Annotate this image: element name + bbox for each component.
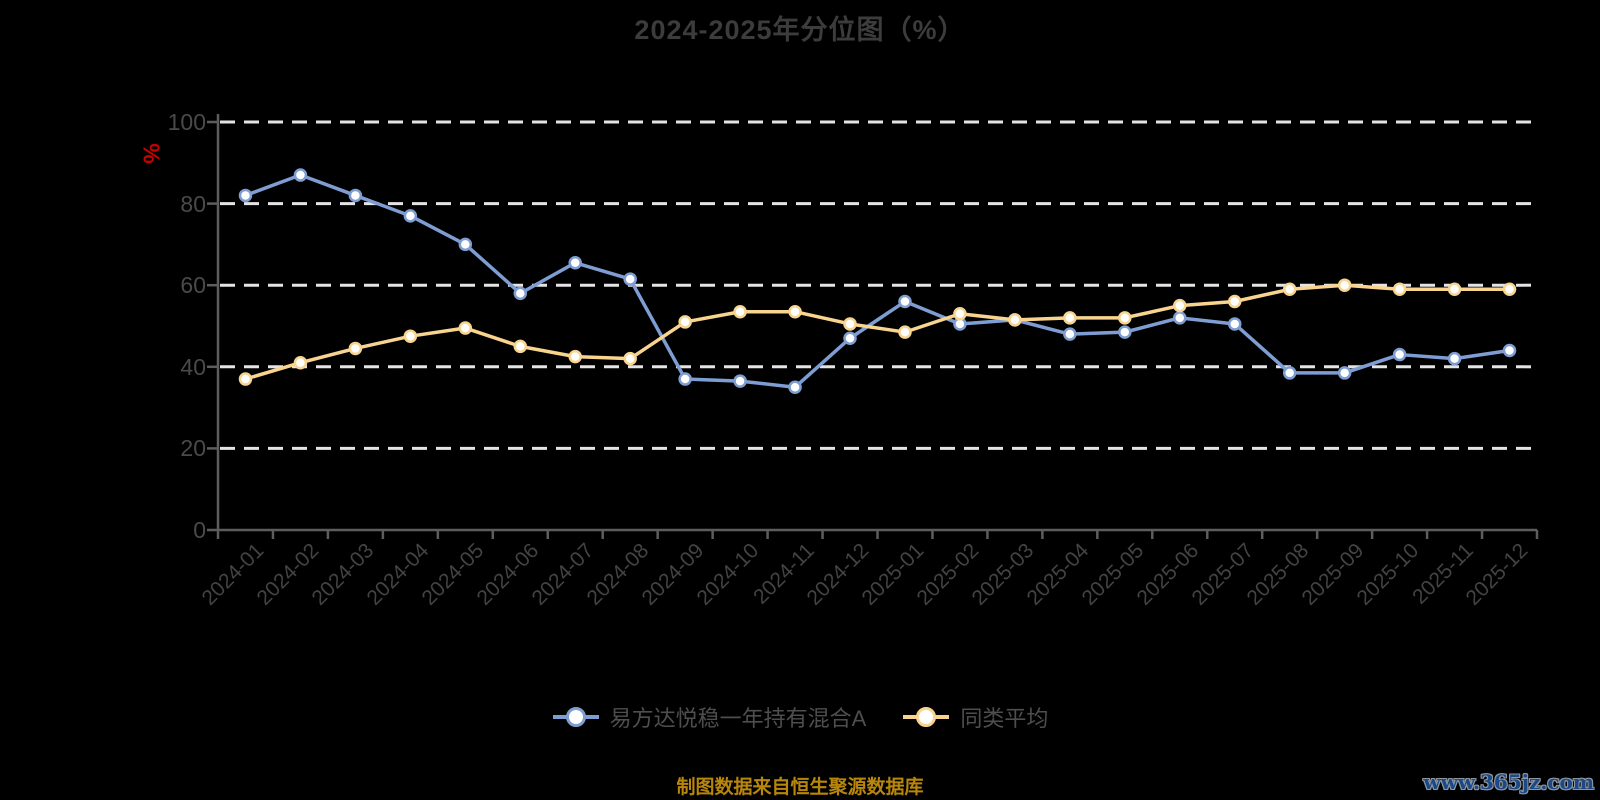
data-point (1008, 313, 1022, 327)
data-point (348, 341, 363, 356)
legend-item-fund[interactable]: 易方达悦稳一年持有混合A (552, 701, 867, 733)
data-point (1282, 366, 1297, 380)
y-axis-tick-label: 40 (180, 353, 206, 380)
data-point (1447, 351, 1462, 366)
data-point (1392, 282, 1407, 297)
data-point (1282, 282, 1297, 297)
data-point (843, 331, 857, 345)
data-point (458, 237, 473, 252)
data-point (1063, 311, 1077, 325)
data-point (623, 351, 637, 366)
data-point (403, 209, 418, 223)
data-point (788, 380, 802, 394)
legend-label-fund: 易方达悦稳一年持有混合A (609, 706, 867, 731)
data-point (1447, 282, 1462, 297)
data-point (733, 374, 747, 388)
data-point (1118, 325, 1132, 339)
y-axis-tick-label: 80 (180, 190, 206, 217)
data-point (568, 349, 582, 364)
data-point (1392, 347, 1407, 362)
data-source-note: 制图数据来自恒生聚源数据库 (676, 777, 924, 798)
data-point (678, 372, 692, 386)
y-axis-tick-label: 0 (193, 517, 206, 543)
data-point (1227, 317, 1242, 331)
legend: 易方达悦稳一年持有混合A 同类平均 (0, 701, 1600, 733)
data-point (1118, 311, 1132, 325)
data-point (733, 304, 747, 319)
data-point (568, 256, 582, 270)
data-point (1227, 294, 1242, 309)
data-point (1173, 298, 1187, 313)
data-point (898, 325, 912, 339)
data-point (238, 188, 253, 203)
y-axis-tick-label: 60 (180, 272, 206, 299)
data-point (1502, 282, 1517, 297)
data-point (513, 339, 528, 354)
data-point (788, 304, 802, 319)
data-point (898, 294, 912, 309)
data-point (513, 286, 528, 301)
legend-item-category-average[interactable]: 同类平均 (902, 701, 1048, 733)
y-axis-tick-label: 20 (180, 435, 206, 462)
line-series-marker-icon (552, 707, 599, 727)
data-point (1502, 343, 1517, 358)
data-point (293, 168, 308, 182)
data-point (238, 372, 253, 386)
legend-circle (916, 707, 937, 727)
chart-title: 2024-2025年分位图（%） (634, 15, 966, 45)
series-line-1 (243, 283, 1512, 381)
legend-label-category-average: 同类平均 (960, 706, 1049, 731)
legend-circle (565, 707, 586, 727)
data-point (293, 355, 308, 370)
line-series-marker-icon (903, 707, 950, 727)
data-point (458, 321, 473, 335)
data-point (1337, 278, 1352, 292)
data-point (403, 329, 418, 343)
data-point (1063, 327, 1077, 341)
data-point (678, 315, 692, 329)
data-point (1337, 366, 1352, 380)
series-line-0 (243, 173, 1512, 389)
y-axis-tick-label: 100 (167, 109, 206, 135)
data-point (623, 272, 637, 286)
data-point (348, 188, 363, 203)
data-point (953, 307, 967, 321)
data-point (1173, 311, 1187, 325)
watermark-url: www.365jz.com (1423, 770, 1594, 794)
data-point (843, 317, 857, 331)
